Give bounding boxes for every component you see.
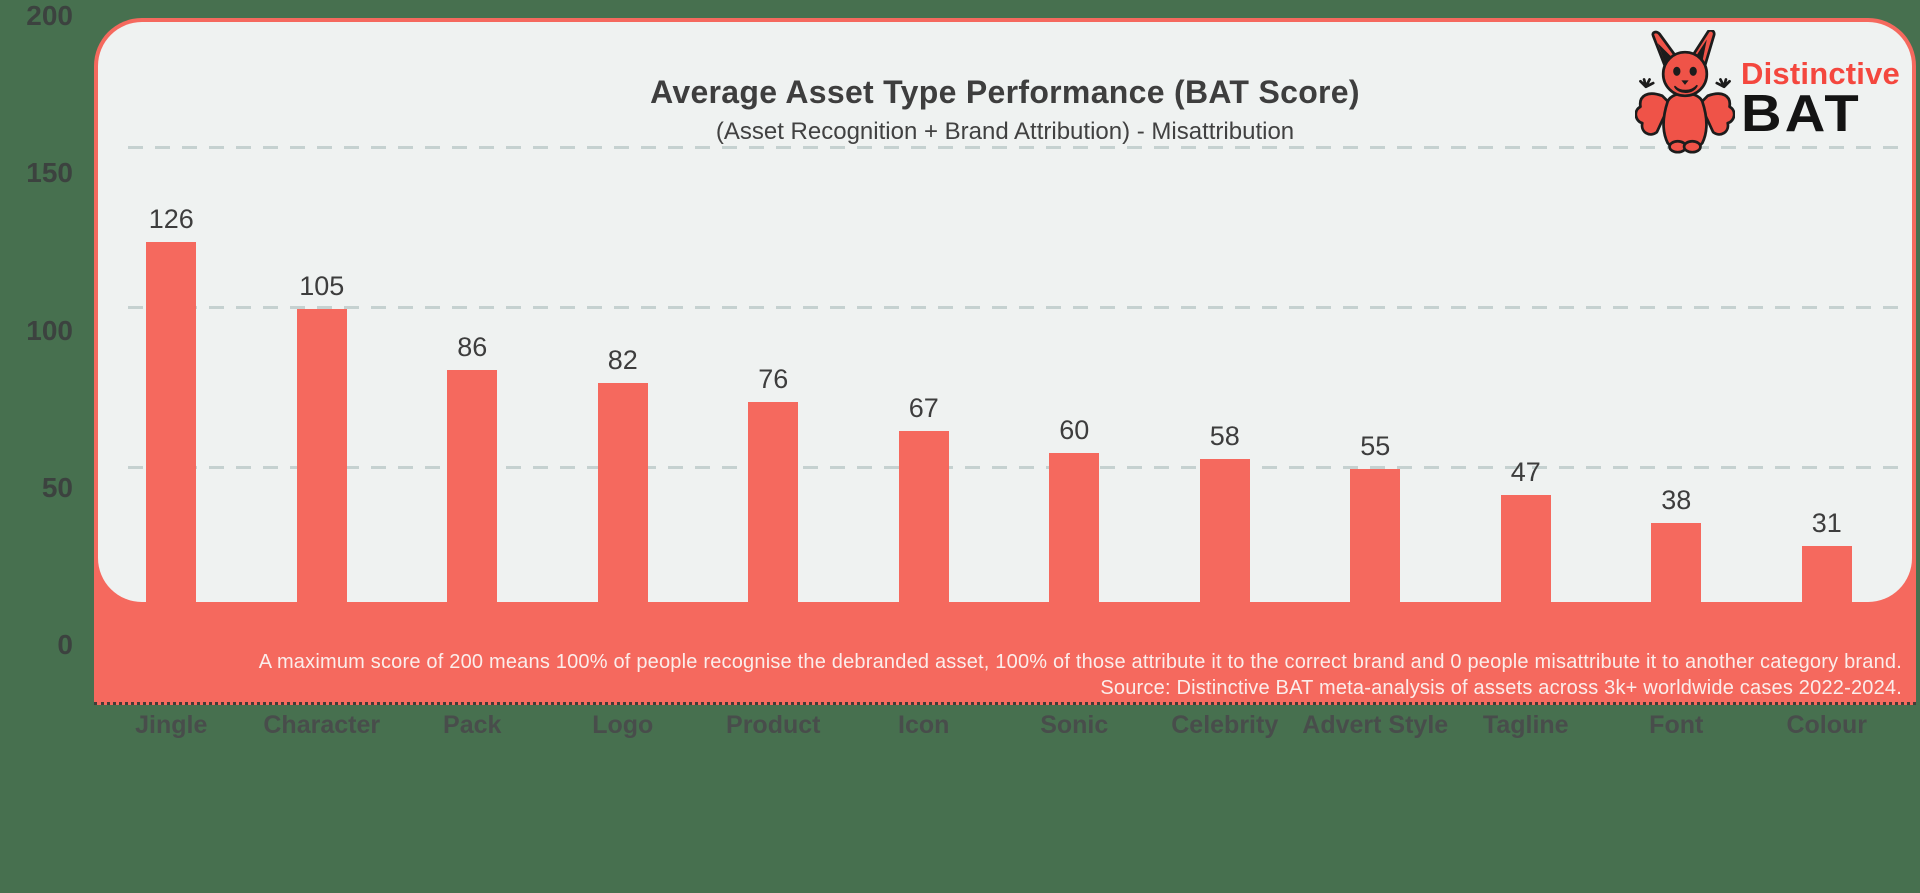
bar: [1801, 546, 1852, 645]
bar: [1651, 523, 1702, 645]
bar-value-label: 76: [758, 364, 789, 394]
category-label: Character: [263, 711, 381, 739]
bar: [1049, 453, 1100, 645]
category-label: Tagline: [1482, 711, 1569, 739]
bar-column-font: 38: [1601, 18, 1752, 645]
category-label: Sonic: [1040, 711, 1109, 739]
bar-column-logo: 82: [548, 18, 699, 645]
bars-layer: 126 105 86 82 76 67 60 58 55 47 38 31: [96, 18, 1903, 645]
chart-card: Average Asset Type Performance (BAT Scor…: [94, 18, 1916, 705]
footnote-line-2: Source: Distinctive BAT meta-analysis of…: [1100, 677, 1902, 699]
category-label: Advert Style: [1302, 711, 1449, 739]
y-tick-label: 0: [57, 629, 73, 660]
bar: [748, 402, 799, 645]
bar-column-pack: 86: [397, 18, 548, 645]
brand-wordmark: Distinctive BAT: [1741, 55, 1900, 140]
bar-column-advert-style: 55: [1300, 18, 1451, 645]
category-label: Icon: [898, 711, 950, 739]
bar-column-colour: 31: [1752, 18, 1903, 645]
bar: [1199, 459, 1250, 645]
bar-column-celebrity: 58: [1150, 18, 1301, 645]
bar-value-label: 86: [457, 332, 488, 362]
chart-title: Average Asset Type Performance (BAT Scor…: [650, 74, 1360, 110]
bar: [1350, 469, 1401, 645]
chart-subtitle: (Asset Recognition + Brand Attribution) …: [715, 118, 1295, 145]
bar-value-label: 47: [1510, 457, 1541, 487]
category-label: Colour: [1786, 711, 1868, 739]
y-tick-label: 50: [41, 472, 73, 503]
bar-value-label: 38: [1661, 485, 1692, 515]
bar: [597, 383, 648, 645]
bar: [898, 431, 949, 645]
bar-value-label: 105: [299, 271, 345, 301]
gridline-100: [128, 306, 1902, 309]
category-label: Font: [1649, 711, 1704, 739]
bar-column-jingle: 126: [96, 18, 247, 645]
bar-value-label: 58: [1209, 421, 1240, 451]
bar-column-sonic: 60: [999, 18, 1150, 645]
bar-column-product: 76: [698, 18, 849, 645]
bar-column-icon: 67: [849, 18, 1000, 645]
bar-value-label: 60: [1059, 415, 1090, 445]
bar-value-label: 126: [148, 204, 194, 234]
x-axis-labels: Jingle Character Pack Logo Product Icon Sonic C…: [96, 710, 1902, 740]
gridline-150: [128, 146, 1902, 149]
bar-value-label: 31: [1811, 508, 1842, 538]
bar-value-label: 67: [908, 393, 939, 423]
brand-logo: Distinctive BAT: [1634, 28, 1900, 163]
footnote: A maximum score of 200 means 100% of peo…: [259, 649, 1902, 701]
bat-mascot-icon: [1634, 28, 1736, 163]
bar: [296, 309, 347, 645]
brand-name-distinctive: Distinctive: [1741, 55, 1900, 91]
y-tick-label: 200: [26, 0, 73, 31]
gridline-50: [128, 466, 1902, 469]
bar-value-label: 82: [607, 345, 638, 375]
bar-value-label: 55: [1360, 431, 1391, 461]
bar-column-character: 105: [247, 18, 398, 645]
category-label: Pack: [443, 711, 502, 739]
footnote-line-1: A maximum score of 200 means 100% of peo…: [258, 651, 1902, 673]
bar: [1500, 495, 1551, 645]
bar: [447, 370, 498, 645]
category-label: Celebrity: [1171, 711, 1279, 739]
category-label: Jingle: [135, 711, 208, 739]
brand-name-bat: BAT: [1741, 84, 1862, 143]
bar-column-tagline: 47: [1451, 18, 1602, 645]
y-tick-label: 150: [26, 157, 73, 188]
bar: [146, 242, 197, 645]
y-tick-label: 100: [26, 315, 73, 346]
category-label: Product: [726, 711, 821, 739]
plot-area: [98, 22, 1912, 602]
category-label: Logo: [592, 711, 654, 739]
